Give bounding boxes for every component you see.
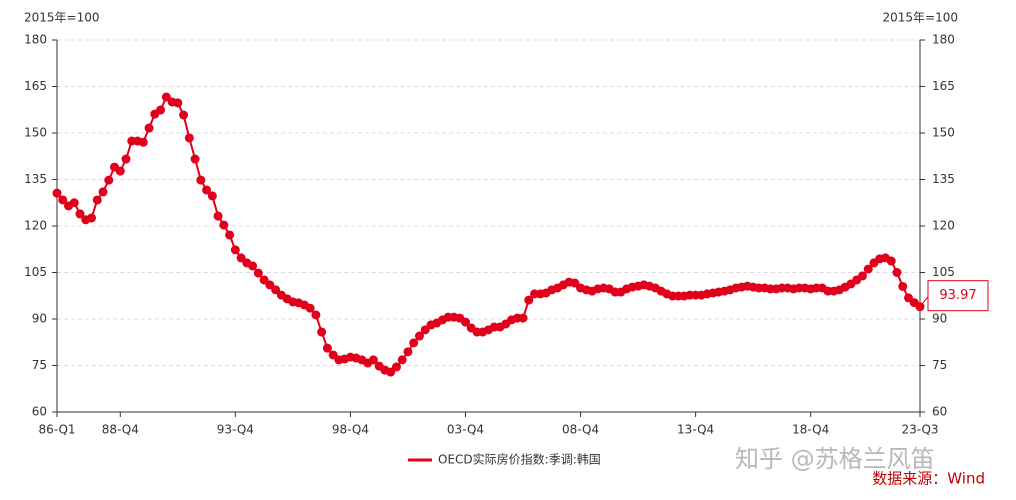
y2-tick-label: 75	[932, 358, 947, 372]
point	[409, 338, 419, 348]
point	[87, 213, 97, 223]
point	[213, 211, 223, 221]
x-tick-label: 93-Q4	[217, 423, 254, 437]
point	[403, 347, 413, 357]
x-tick-label: 23-Q3	[901, 423, 938, 437]
x-tick-label: 98-Q4	[332, 423, 369, 437]
point	[414, 331, 424, 341]
x-tick-label: 13-Q4	[677, 423, 714, 437]
data-label: 93.97	[939, 288, 976, 303]
point	[173, 98, 183, 108]
point	[225, 230, 235, 240]
point	[317, 327, 327, 337]
y-axis-unit: 2015年=100	[24, 11, 100, 25]
point	[115, 166, 125, 176]
point	[219, 220, 229, 230]
y2-tick-label: 150	[932, 126, 955, 140]
y-tick-label: 90	[32, 312, 47, 326]
y2-tick-label: 105	[932, 265, 955, 279]
point	[104, 175, 114, 185]
point	[202, 185, 212, 195]
point	[98, 187, 108, 197]
x-tick-label: 18-Q4	[792, 423, 829, 437]
y2-tick-label: 60	[932, 405, 947, 419]
point	[886, 256, 896, 266]
point	[253, 268, 263, 278]
point	[196, 175, 206, 185]
point	[857, 271, 867, 281]
y-tick-label: 165	[24, 79, 47, 93]
point	[69, 198, 79, 208]
point	[58, 195, 68, 205]
x-tick-label: 08-Q4	[562, 423, 599, 437]
point	[190, 154, 200, 164]
point	[892, 268, 902, 277]
point	[863, 264, 873, 274]
callout-leader	[919, 296, 929, 308]
x-tick-label: 03-Q4	[447, 423, 484, 437]
point	[138, 137, 148, 147]
point	[397, 355, 407, 365]
y-tick-label: 135	[24, 172, 47, 186]
y-tick-label: 150	[24, 126, 47, 140]
source: 数据来源：Wind	[872, 470, 985, 488]
x-tick-label: 88-Q4	[102, 423, 139, 437]
y-tick-label: 60	[32, 405, 47, 419]
y2-tick-label: 180	[932, 33, 955, 47]
point	[898, 281, 908, 291]
point	[460, 317, 470, 327]
point	[248, 261, 258, 271]
y-tick-label: 180	[24, 33, 47, 47]
point	[230, 245, 240, 255]
x-tick-label: 86-Q1	[38, 423, 75, 437]
y-tick-label: 120	[24, 219, 47, 233]
point	[92, 195, 102, 205]
watermark: 知乎 @苏格兰风笛	[735, 445, 935, 473]
point	[184, 133, 194, 143]
y2-axis-unit: 2015年=100	[883, 11, 959, 25]
point	[207, 191, 217, 201]
point	[524, 295, 534, 305]
point	[305, 303, 315, 313]
point	[156, 105, 166, 115]
y-tick-label: 75	[32, 358, 47, 372]
callout-box	[927, 280, 989, 312]
point	[368, 355, 378, 365]
y2-tick-label: 135	[932, 172, 955, 186]
legend-label: OECD实际房价指数:季调:韩国	[438, 452, 601, 467]
point	[144, 123, 154, 133]
y-tick-label: 105	[24, 265, 47, 279]
point	[179, 110, 189, 120]
point	[322, 343, 332, 353]
point	[75, 209, 85, 219]
point	[391, 362, 401, 372]
point	[518, 313, 528, 323]
point	[121, 154, 131, 164]
point	[52, 188, 62, 198]
y2-tick-label: 120	[932, 219, 955, 233]
y2-tick-label: 165	[932, 79, 955, 93]
point	[311, 310, 321, 320]
y2-tick-label: 90	[932, 312, 947, 326]
point	[271, 285, 281, 295]
